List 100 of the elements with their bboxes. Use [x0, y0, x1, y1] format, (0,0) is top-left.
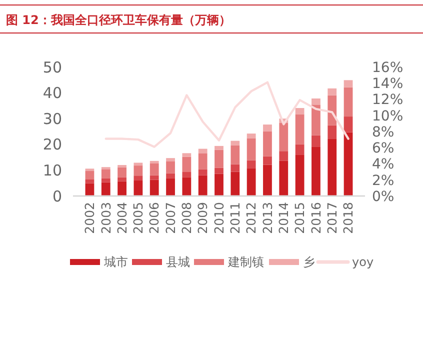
x-tick-label: 2004 — [114, 202, 130, 234]
legend-label: 建制镇 — [227, 255, 264, 270]
bar — [166, 173, 175, 178]
bar — [279, 122, 288, 152]
legend-label: 城市 — [103, 255, 128, 270]
bar — [295, 154, 304, 196]
bar — [312, 146, 320, 196]
x-tick-label: 2005 — [130, 202, 146, 234]
bar — [118, 181, 126, 196]
bar — [295, 144, 304, 155]
bar — [328, 125, 337, 139]
chart-title: 图 12：我国全口径环卫车保有量（万辆） — [6, 13, 231, 27]
bar — [279, 160, 288, 196]
bar — [246, 134, 256, 138]
bar — [344, 87, 353, 117]
bar — [182, 172, 192, 178]
bar — [85, 170, 94, 180]
y-tick-label: 20 — [42, 136, 62, 154]
x-tick-label: 2003 — [98, 202, 114, 234]
bar — [279, 151, 288, 161]
bar — [198, 175, 208, 196]
bar — [214, 150, 224, 168]
bar — [328, 138, 337, 196]
x-tick-label: 2007 — [162, 202, 178, 234]
x-tick-label: 2008 — [179, 202, 194, 234]
bar — [230, 145, 240, 164]
bar — [344, 116, 353, 132]
y2-tick-label: 0% — [372, 188, 394, 205]
bar — [312, 104, 320, 136]
y-tick-label: 40 — [42, 84, 62, 102]
bar — [166, 158, 175, 162]
bar — [198, 148, 208, 154]
bar — [230, 164, 240, 172]
y2-tick-label: 16% — [372, 60, 404, 76]
y2-tick-label: 6% — [372, 140, 394, 157]
legend-label: 县城 — [166, 255, 190, 270]
bar — [246, 168, 256, 196]
bar — [166, 178, 175, 196]
bar — [198, 153, 208, 170]
y-tick-label: 50 — [42, 58, 62, 76]
y2-tick-label: 4% — [372, 156, 394, 173]
bar — [134, 166, 143, 176]
bar — [246, 160, 256, 168]
bar — [150, 180, 159, 196]
bar — [198, 169, 208, 176]
x-tick-label: 2012 — [244, 202, 259, 234]
x-tick-label: 2018 — [340, 202, 356, 234]
bar — [295, 114, 304, 144]
bar — [166, 161, 175, 174]
y-tick-label: 10 — [42, 161, 62, 180]
bar — [263, 164, 272, 196]
bar — [150, 163, 159, 176]
bar — [263, 124, 272, 132]
bar — [230, 172, 240, 196]
y2-tick-label: 8% — [372, 124, 394, 140]
bar — [263, 156, 272, 165]
x-tick-label: 2002 — [82, 202, 98, 234]
bar — [295, 108, 304, 114]
bar — [150, 175, 159, 180]
bar — [118, 167, 126, 178]
bar — [214, 168, 224, 174]
x-tick-label: 2009 — [195, 202, 210, 234]
bar — [182, 177, 192, 196]
y-tick-label: 0 — [52, 187, 62, 206]
x-tick-label: 2016 — [308, 202, 324, 234]
bar — [150, 160, 159, 164]
bar — [214, 146, 224, 150]
bar — [118, 177, 126, 182]
bar — [134, 176, 143, 181]
y2-tick-label: 14% — [372, 76, 404, 92]
bar — [182, 156, 192, 172]
bar — [101, 169, 110, 178]
bar — [312, 135, 320, 147]
bar — [85, 179, 94, 184]
y2-tick-label: 2% — [372, 172, 394, 189]
x-tick-label: 2010 — [211, 202, 226, 234]
y2-tick-label: 12% — [372, 92, 404, 108]
bar — [134, 180, 143, 196]
bar — [328, 88, 337, 96]
x-tick-label: 2017 — [324, 202, 340, 234]
x-tick-label: 2014 — [276, 202, 292, 234]
bar — [344, 80, 353, 88]
bar — [344, 132, 353, 196]
legend-label: 乡 — [303, 255, 315, 270]
bar — [230, 140, 240, 146]
bar — [246, 138, 256, 160]
bar — [182, 153, 192, 157]
bar — [85, 183, 94, 196]
bar — [101, 182, 110, 196]
line-series — [104, 81, 350, 148]
x-tick-label: 2013 — [260, 202, 275, 234]
legend-label: yoy — [352, 255, 374, 270]
x-tick-label: 2011 — [228, 202, 243, 234]
bar — [134, 162, 143, 166]
y2-tick-label: 10% — [372, 108, 404, 124]
bar — [263, 131, 272, 156]
x-tick-label: 2006 — [146, 202, 162, 234]
bar — [214, 174, 224, 196]
y-tick-label: 30 — [42, 110, 62, 128]
x-tick-label: 2015 — [292, 202, 308, 234]
